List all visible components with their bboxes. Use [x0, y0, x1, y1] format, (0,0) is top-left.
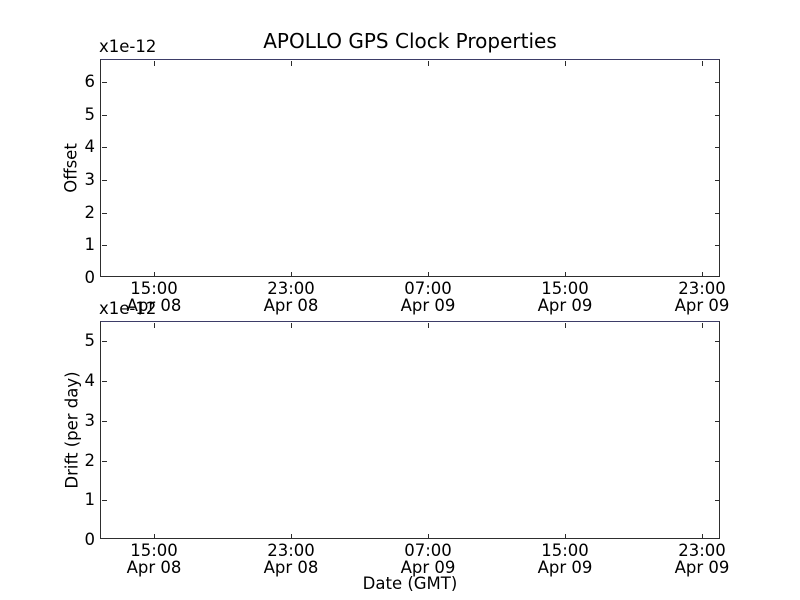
y-tick-label: 0 [84, 268, 96, 287]
x-tick-top [154, 61, 155, 66]
y-tick [102, 381, 107, 382]
y-tick-label: 5 [84, 331, 96, 350]
x-tick-date: Apr 08 [126, 296, 182, 315]
x-tick-top [428, 323, 429, 328]
x-tick-top [565, 323, 566, 328]
x-tick [565, 272, 566, 277]
y-tick [102, 276, 107, 277]
x-tick [154, 534, 155, 539]
y-tick [102, 147, 107, 148]
x-axis-label: Date (GMT) [362, 574, 458, 593]
y-tick-right [715, 538, 720, 539]
y-tick-right [715, 341, 720, 342]
y-tick-label: 3 [84, 170, 96, 189]
y-tick-right [715, 276, 720, 277]
y-tick-label: 1 [84, 235, 96, 254]
x-tick-top [428, 61, 429, 66]
y-tick [102, 82, 107, 83]
x-tick-top [154, 323, 155, 328]
y-tick-right [715, 180, 720, 181]
y-tick-label: 2 [84, 203, 96, 222]
x-tick-label: 15:00 Apr 08 [109, 542, 199, 576]
chart-title: APOLLO GPS Clock Properties [263, 29, 557, 53]
x-tick-date: Apr 09 [537, 558, 593, 577]
x-tick-label: 15:00 Apr 09 [520, 280, 610, 314]
x-tick-time: 15:00 [541, 279, 589, 298]
y-tick-right [715, 147, 720, 148]
drift-plot: 15:00 Apr 08 23:00 Apr 08 07:00 Apr 09 15:00 Ap… [85, 321, 729, 576]
x-tick-time: 23:00 [678, 541, 726, 560]
y-tick [102, 115, 107, 116]
x-tick [428, 272, 429, 277]
y-tick-label: 5 [84, 105, 96, 124]
y-tick [102, 500, 107, 501]
y-tick-label: 0 [84, 530, 96, 549]
x-tick-date: Apr 09 [400, 558, 456, 577]
x-tick-time: 15:00 [130, 541, 178, 560]
x-tick-time: 23:00 [678, 279, 726, 298]
y-tick [102, 538, 107, 539]
offset-plot: 15:00 Apr 08 23:00 Apr 08 07:00 Apr 09 15:00 Ap… [85, 59, 729, 314]
y-axis-offset-multiplier-top: x1e-12 [99, 37, 157, 56]
x-tick [428, 534, 429, 539]
x-tick-top [702, 61, 703, 66]
y-tick-right [715, 245, 720, 246]
x-tick-date: Apr 09 [537, 296, 593, 315]
x-tick-time: 23:00 [267, 279, 315, 298]
x-tick-top [291, 323, 292, 328]
x-tick-label: 07:00 Apr 09 [383, 542, 473, 576]
y-tick [102, 245, 107, 246]
y-tick [102, 461, 107, 462]
y-tick [102, 421, 107, 422]
x-tick [565, 534, 566, 539]
y-tick-right [715, 381, 720, 382]
y-tick-label: 6 [84, 72, 96, 91]
x-tick [702, 272, 703, 277]
x-tick-time: 07:00 [404, 541, 452, 560]
x-tick [154, 272, 155, 277]
y-tick [102, 213, 107, 214]
y-tick-right [715, 461, 720, 462]
x-tick-label: 23:00 Apr 09 [657, 280, 747, 314]
x-tick [291, 534, 292, 539]
x-tick-top [291, 61, 292, 66]
y-tick-right [715, 115, 720, 116]
x-tick [291, 272, 292, 277]
x-tick-time: 07:00 [404, 279, 452, 298]
y-tick-label: 1 [84, 490, 96, 509]
x-tick-label: 15:00 Apr 08 [109, 280, 199, 314]
x-tick-label: 15:00 Apr 09 [520, 542, 610, 576]
x-tick-label: 23:00 Apr 08 [246, 542, 336, 576]
x-tick-date: Apr 08 [126, 558, 182, 577]
x-tick-date: Apr 08 [263, 296, 319, 315]
y-tick-right [715, 82, 720, 83]
y-tick [102, 341, 107, 342]
y-tick-right [715, 500, 720, 501]
y-tick-label: 4 [84, 137, 96, 156]
x-tick-label: 23:00 Apr 08 [246, 280, 336, 314]
y-tick-label: 3 [84, 411, 96, 430]
y-tick-label: 4 [84, 371, 96, 390]
y-tick-right [715, 213, 720, 214]
x-tick-date: Apr 09 [674, 558, 730, 577]
x-tick-top [565, 61, 566, 66]
x-tick-label: 23:00 Apr 09 [657, 542, 747, 576]
x-tick-label: 07:00 Apr 09 [383, 280, 473, 314]
y-tick [102, 180, 107, 181]
x-tick-time: 15:00 [541, 541, 589, 560]
x-tick-time: 15:00 [130, 279, 178, 298]
x-tick-top [702, 323, 703, 328]
x-tick-time: 23:00 [267, 541, 315, 560]
y-tick-right [715, 421, 720, 422]
y-tick-label: 2 [84, 451, 96, 470]
x-tick-date: Apr 09 [400, 296, 456, 315]
x-tick-date: Apr 09 [674, 296, 730, 315]
y-axis-offset-multiplier-bottom: x1e-12 [99, 299, 157, 318]
x-tick-date: Apr 08 [263, 558, 319, 577]
x-tick [702, 534, 703, 539]
